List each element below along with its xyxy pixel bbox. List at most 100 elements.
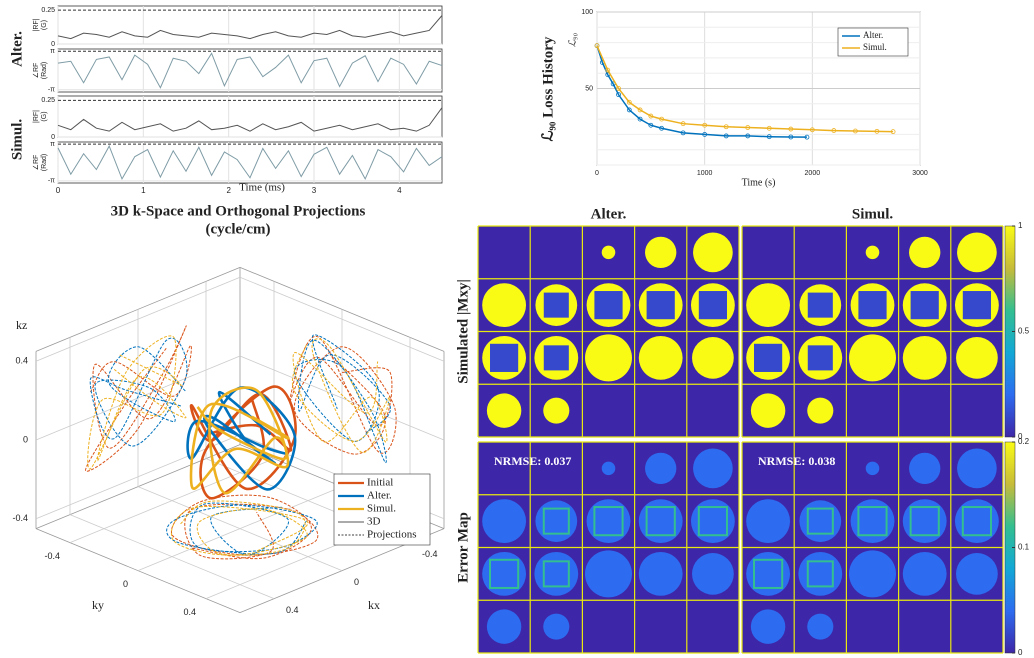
disk xyxy=(639,336,683,380)
annotation: NRMSE: 0.037 xyxy=(494,454,571,468)
disk xyxy=(849,334,896,381)
row-title: Error Map xyxy=(455,512,471,583)
projection xyxy=(88,336,186,469)
colorbar-tick-label: 1 xyxy=(1018,221,1023,230)
legend-label: Alter. xyxy=(863,30,883,40)
disk xyxy=(693,449,733,489)
square xyxy=(699,291,727,319)
square xyxy=(647,291,675,319)
disk xyxy=(798,552,842,596)
disk xyxy=(587,499,631,543)
x-tick-label: 3000 xyxy=(912,170,928,177)
projection xyxy=(294,335,390,463)
square xyxy=(754,344,782,372)
disk xyxy=(585,550,632,597)
disk xyxy=(585,334,632,381)
chart-title: 3D k-Space and Orthogonal Projections xyxy=(111,203,366,219)
disk xyxy=(487,393,521,427)
x-tick-label: 0 xyxy=(56,186,61,195)
y-tick-label: π xyxy=(50,48,55,55)
disk xyxy=(807,398,833,424)
y-tick-label: π xyxy=(50,141,55,148)
disk xyxy=(645,237,676,268)
disk xyxy=(487,609,521,643)
z-tick-label: 0 xyxy=(23,434,28,444)
y-tick-label: 100 xyxy=(581,9,593,16)
x-axis-label: kx xyxy=(368,598,380,612)
disk xyxy=(602,246,616,260)
disk xyxy=(957,449,997,489)
legend-label: Initial xyxy=(367,477,393,489)
disk xyxy=(534,552,578,596)
y-axis-label: ∠RF xyxy=(32,155,40,171)
column-title: Alter. xyxy=(591,206,627,222)
y-axis-label: |RF| xyxy=(33,110,40,123)
disk xyxy=(799,500,841,542)
x-tick-label: 2 xyxy=(226,186,231,195)
z-tick-label: -0.4 xyxy=(12,513,28,523)
disk xyxy=(482,283,526,327)
y-tick-label: -π xyxy=(48,178,55,185)
disk xyxy=(903,552,947,596)
disk xyxy=(909,237,940,268)
column-title: Simul. xyxy=(852,206,894,222)
y-tick-label: -0.4 xyxy=(44,551,60,561)
legend-label: Simul. xyxy=(863,42,887,52)
colorbar-tick-label: 0.1 xyxy=(1018,543,1030,552)
row-title: Simulated |Mxy| xyxy=(455,279,471,384)
legend-label: Projections xyxy=(367,529,417,541)
square xyxy=(490,344,518,372)
disk xyxy=(903,336,947,380)
disk xyxy=(957,233,997,273)
disk xyxy=(692,337,734,379)
x-tick-label: 4 xyxy=(397,186,402,195)
y-tick-label: 0 xyxy=(51,41,55,48)
x-tick-label: 0 xyxy=(354,577,359,587)
disk xyxy=(692,553,734,595)
disk xyxy=(645,453,676,484)
y-axis-label: ky xyxy=(92,598,104,612)
y-tick-label: 0 xyxy=(123,579,128,589)
disk xyxy=(956,337,998,379)
disk xyxy=(639,499,683,543)
square xyxy=(911,291,939,319)
group-label: Alter. xyxy=(9,31,25,67)
disk xyxy=(691,499,735,543)
y-tick-label: 0.25 xyxy=(41,7,55,14)
colorbar-tick-label: 0.5 xyxy=(1018,327,1030,336)
disk xyxy=(535,500,577,542)
disk xyxy=(956,553,998,595)
disk xyxy=(482,499,526,543)
disk xyxy=(602,462,616,476)
disk xyxy=(543,398,569,424)
disk xyxy=(693,233,733,273)
y-axis-label: ∠RF xyxy=(32,63,40,79)
x-tick-label: 2000 xyxy=(805,170,821,177)
chart-title: (cycle/cm) xyxy=(206,221,271,237)
legend-label: 3D xyxy=(367,516,381,528)
y-tick-label: 0 xyxy=(51,134,55,141)
disk xyxy=(849,550,896,597)
square xyxy=(858,291,886,319)
x-tick-label: 3 xyxy=(312,186,317,195)
disk xyxy=(903,499,947,543)
disk xyxy=(807,614,833,640)
x-tick-label: -0.4 xyxy=(422,549,438,559)
x-tick-label: 0.4 xyxy=(286,605,299,615)
square xyxy=(963,291,991,319)
y-axis-label: (G) xyxy=(41,20,48,30)
x-tick-label: 1 xyxy=(141,186,146,195)
square xyxy=(808,293,833,318)
square xyxy=(544,345,569,370)
x-axis-label: Time (s) xyxy=(742,177,776,188)
x-axis-label: Time (ms) xyxy=(239,182,285,194)
y-axis-label: (Rad) xyxy=(41,62,48,80)
disk xyxy=(866,462,880,476)
group-label: Simul. xyxy=(9,119,25,161)
z-axis-label: kz xyxy=(16,318,27,332)
x-tick-label: 0 xyxy=(595,170,599,177)
y-tick-label: 0.4 xyxy=(183,607,196,617)
x-tick-label: 1000 xyxy=(697,170,713,177)
disk xyxy=(909,453,940,484)
y-axis-label: ℒ₉₀ xyxy=(567,32,578,47)
